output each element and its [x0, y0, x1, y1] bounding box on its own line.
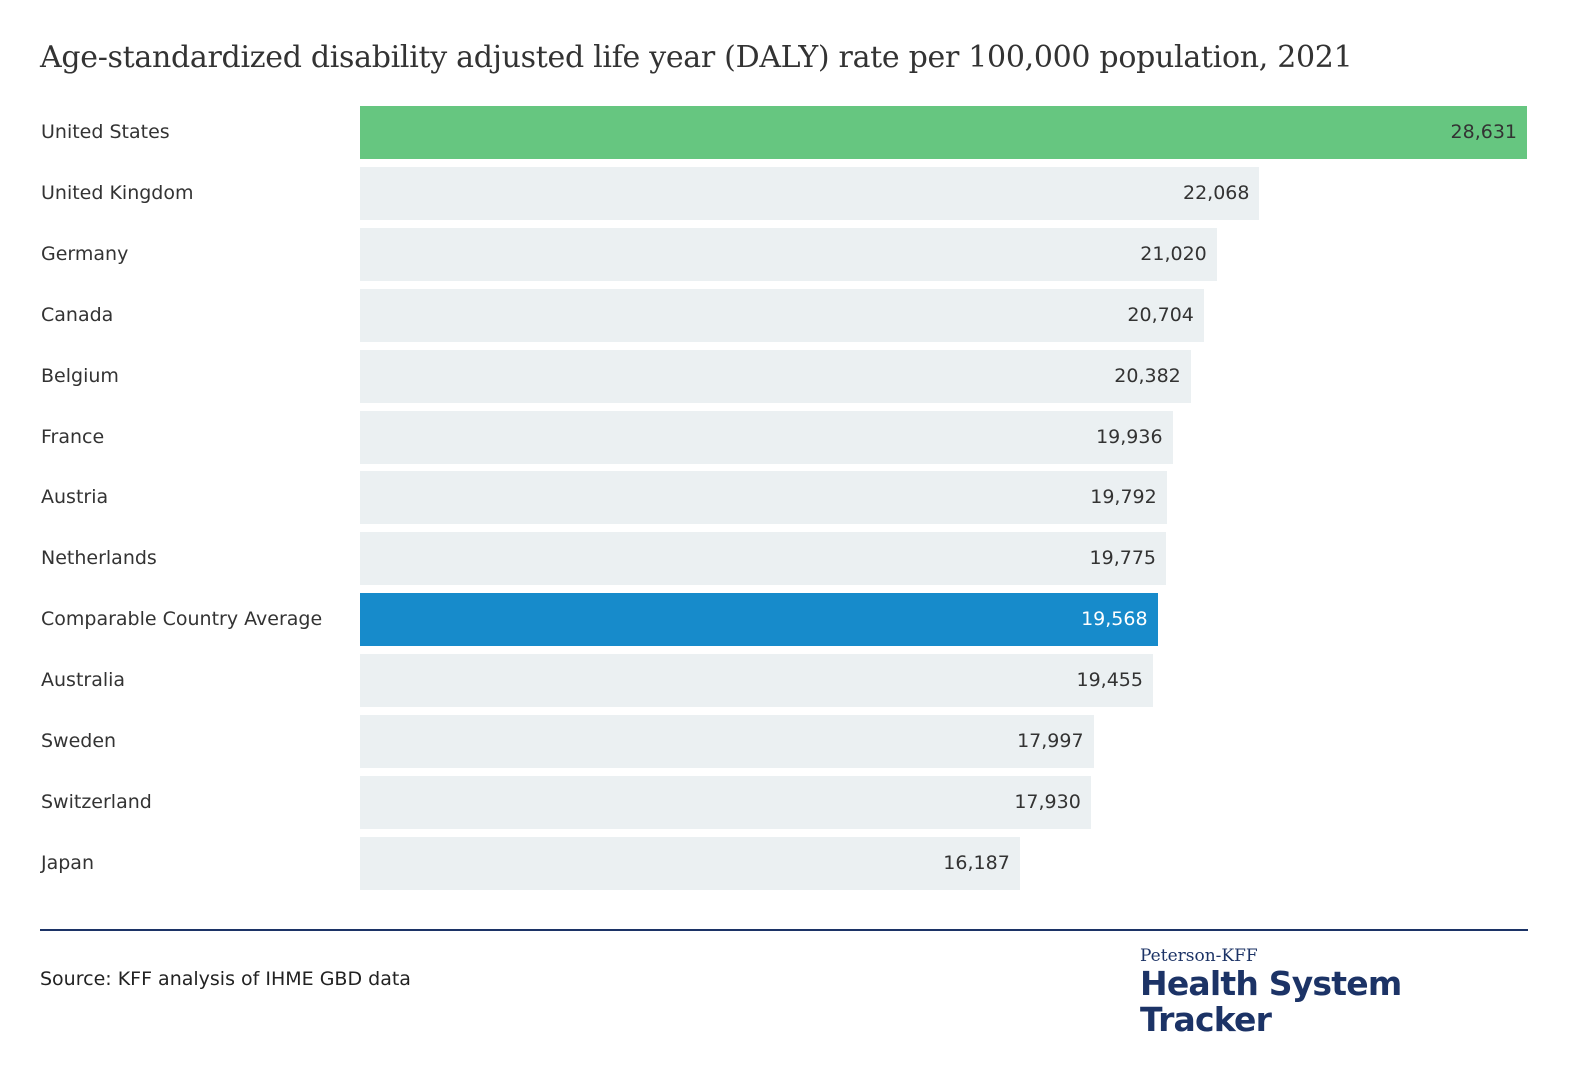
category-label: Japan [41, 851, 94, 874]
data-label: 19,455 [1076, 669, 1143, 692]
category-label: Germany [41, 242, 129, 265]
data-label: 19,936 [1096, 425, 1163, 448]
bar [360, 410, 1173, 464]
bar [360, 593, 1158, 647]
bar [360, 227, 1217, 281]
category-label: France [41, 425, 105, 448]
category-label: Comparable Country Average [41, 608, 323, 631]
divider [40, 929, 1528, 931]
bar [360, 654, 1153, 708]
category-label: Australia [41, 669, 126, 692]
bar [360, 471, 1167, 525]
category-label: Netherlands [41, 547, 157, 570]
bar [360, 715, 1094, 768]
data-label: 22,068 [1183, 181, 1250, 204]
bar [360, 836, 1020, 890]
data-label: 20,704 [1127, 303, 1194, 326]
data-label: 21,020 [1140, 242, 1207, 265]
bar [360, 288, 1204, 342]
source-note: Source: KFF analysis of IHME GBD data [40, 968, 411, 990]
data-label: 17,930 [1014, 790, 1081, 813]
chart-title: Age-standardized disability adjusted lif… [40, 40, 1353, 75]
bar [360, 166, 1260, 220]
data-label: 20,382 [1114, 364, 1181, 387]
category-label: United Kingdom [41, 181, 194, 204]
logo-main-text: Health System Tracker [1140, 964, 1402, 1039]
category-label: Belgium [41, 364, 119, 387]
bar [360, 532, 1167, 586]
bar [360, 349, 1191, 403]
bar [360, 106, 1527, 159]
data-label: 19,568 [1081, 608, 1148, 631]
data-label: 19,775 [1089, 547, 1157, 570]
category-label: Switzerland [41, 790, 152, 813]
logo-top-text: Peterson-KFF [1140, 946, 1258, 966]
data-label: 19,792 [1090, 486, 1157, 509]
bar [360, 775, 1091, 829]
logo: Peterson-KFF Health System Tracker [1140, 946, 1530, 1038]
category-label: United States [41, 121, 170, 143]
bar-chart: United States 28,631 United Kingdom 22,068 G… [41, 106, 1527, 890]
data-label: 28,631 [1450, 121, 1517, 143]
category-label: Sweden [41, 730, 117, 752]
data-label: 16,187 [943, 851, 1010, 874]
category-label: Austria [41, 486, 109, 509]
data-label: 17,997 [1017, 730, 1084, 752]
category-label: Canada [41, 303, 114, 326]
